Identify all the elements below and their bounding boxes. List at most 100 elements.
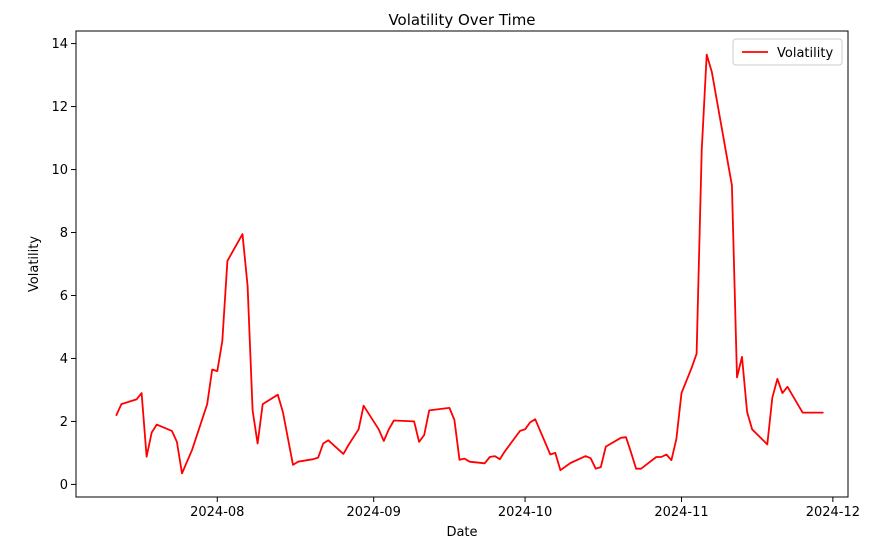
data-point	[181, 472, 183, 474]
data-point	[691, 367, 693, 369]
data-point	[746, 411, 748, 413]
data-point	[282, 411, 284, 413]
y-tick-label: 2	[60, 415, 68, 430]
data-point	[787, 386, 789, 388]
data-point	[448, 407, 450, 409]
data-point	[151, 432, 153, 434]
data-point	[363, 405, 365, 407]
x-tick-label: 2024-10	[498, 505, 552, 520]
data-point	[317, 457, 319, 459]
data-point	[554, 452, 556, 454]
series-line-volatility	[115, 53, 824, 475]
data-point	[428, 409, 430, 411]
data-point	[529, 421, 531, 423]
data-point	[171, 430, 173, 432]
data-point	[766, 443, 768, 445]
data-point	[600, 466, 602, 468]
data-point	[706, 54, 708, 56]
data-point	[605, 446, 607, 448]
data-point	[453, 419, 455, 421]
data-point	[802, 412, 804, 414]
data-point	[736, 376, 738, 378]
data-point	[781, 392, 783, 394]
data-point	[635, 468, 637, 470]
data-point	[221, 340, 223, 342]
data-point	[590, 457, 592, 459]
data-point	[660, 456, 662, 458]
x-tick-label: 2024-08	[190, 505, 244, 520]
legend-label-volatility: Volatility	[777, 46, 833, 61]
data-point	[136, 398, 138, 400]
data-point	[751, 428, 753, 430]
data-point	[383, 440, 385, 442]
data-point	[504, 450, 506, 452]
y-tick-label: 4	[60, 352, 68, 367]
chart-title: Volatility Over Time	[388, 11, 535, 29]
data-point	[701, 150, 703, 152]
data-point	[216, 370, 218, 372]
data-point	[484, 462, 486, 464]
data-point	[459, 459, 461, 461]
data-point	[297, 461, 299, 463]
x-tick-label: 2024-12	[806, 505, 860, 520]
data-point	[771, 397, 773, 399]
data-point	[585, 455, 587, 457]
data-point	[342, 453, 344, 455]
data-point	[595, 468, 597, 470]
data-point	[418, 441, 420, 443]
data-point	[731, 184, 733, 186]
data-point	[494, 455, 496, 457]
x-axis-ticks: 2024-08 2024-09 2024-10 2024-11 2024-12	[190, 497, 860, 520]
data-point	[247, 285, 249, 287]
data-point	[312, 458, 314, 460]
data-point	[620, 437, 622, 439]
data-point	[206, 403, 208, 405]
data-point	[322, 443, 324, 445]
data-point	[469, 461, 471, 463]
data-point	[292, 464, 294, 466]
axes-frame	[75, 30, 849, 498]
data-point	[524, 428, 526, 430]
data-point	[226, 260, 228, 262]
data-point	[549, 454, 551, 456]
x-axis-label: Date	[446, 525, 477, 539]
data-point	[156, 424, 158, 426]
data-point	[378, 428, 380, 430]
data-point	[464, 458, 466, 460]
legend: Volatility	[732, 38, 843, 66]
data-point	[257, 443, 259, 445]
data-point	[822, 412, 824, 414]
y-tick-label: 6	[60, 289, 68, 304]
data-point	[570, 462, 572, 464]
y-tick-label: 12	[51, 100, 68, 115]
y-axis-label: Volatility	[27, 236, 42, 292]
y-tick-label: 8	[60, 226, 68, 241]
data-point	[670, 459, 672, 461]
data-point	[640, 468, 642, 470]
data-point	[176, 441, 178, 443]
data-point	[559, 469, 561, 471]
data-point	[630, 451, 632, 453]
data-point	[141, 392, 143, 394]
data-point	[262, 403, 264, 405]
data-point	[625, 436, 627, 438]
data-point	[252, 409, 254, 411]
y-axis-ticks: 0 2 4 6 8 10 12 14	[51, 37, 76, 493]
data-point	[146, 456, 148, 458]
data-point	[499, 458, 501, 460]
data-point	[348, 444, 350, 446]
data-point	[696, 353, 698, 355]
data-point	[115, 414, 117, 416]
legend-box	[732, 38, 843, 66]
data-point	[423, 434, 425, 436]
data-point	[534, 418, 536, 420]
data-point	[665, 454, 667, 456]
y-tick-label: 10	[51, 163, 68, 178]
data-point	[120, 403, 122, 405]
y-tick-label: 0	[60, 478, 68, 493]
data-point	[489, 456, 491, 458]
data-point	[681, 392, 683, 394]
y-tick-label: 14	[51, 37, 68, 52]
